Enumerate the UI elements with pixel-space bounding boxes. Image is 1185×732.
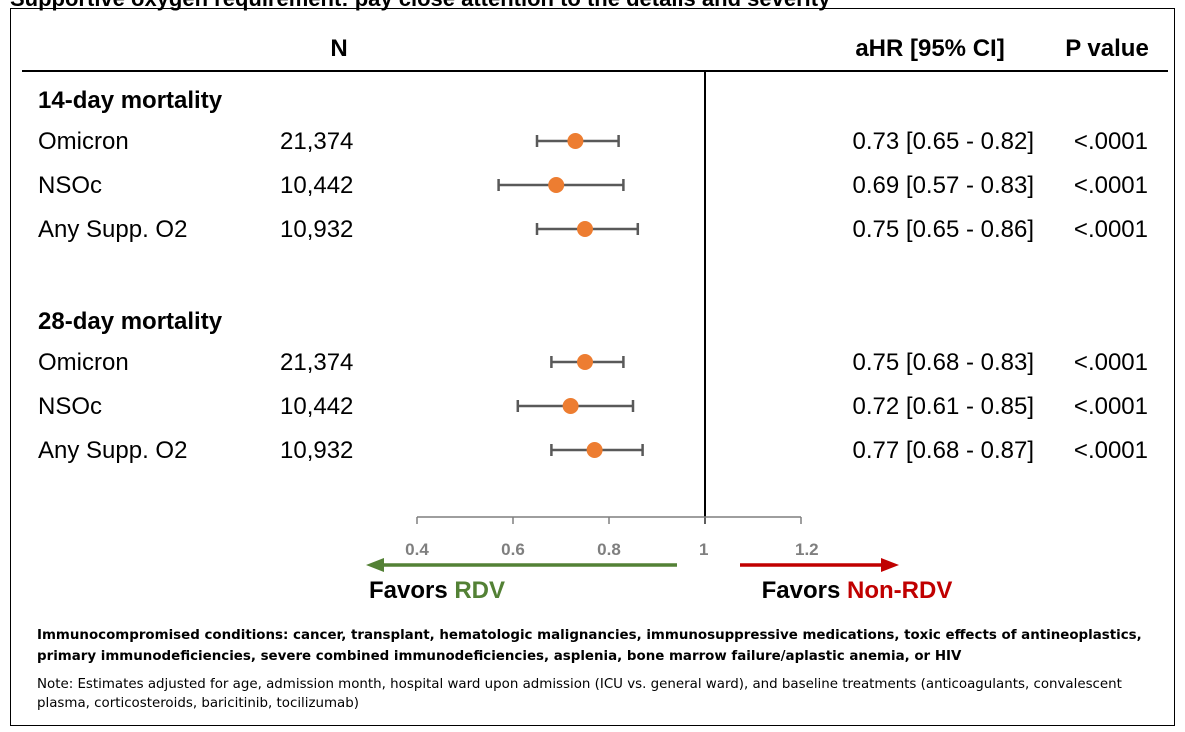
figure-title: Supportive oxygen requirement: pay close…	[0, 0, 1185, 11]
column-header-p-value: P value	[1065, 35, 1149, 62]
row-p-value: <.0001	[1074, 437, 1148, 464]
x-tick-label: 0.4	[405, 540, 429, 559]
row-p-value: <.0001	[1074, 128, 1148, 155]
hr-point	[567, 133, 584, 149]
row-ahr-ci: 0.75 [0.65 - 0.86]	[853, 216, 1034, 243]
column-header-ahr: aHR [95% CI]	[855, 35, 1004, 62]
row-label: Omicron	[38, 128, 129, 155]
hr-point	[586, 442, 603, 458]
row-n: 10,442	[280, 172, 353, 199]
hr-point	[562, 398, 579, 414]
row-label: NSOc	[38, 393, 102, 420]
row-n: 21,374	[280, 128, 353, 155]
x-tick-label: 0.6	[501, 540, 525, 559]
row-n: 21,374	[280, 349, 353, 376]
x-tick-label: 0.8	[597, 540, 621, 559]
group-label: 14-day mortality	[38, 87, 223, 114]
favors-rdv-text: Favors RDV	[369, 577, 505, 604]
row-n: 10,932	[280, 216, 353, 243]
row-ahr-ci: 0.77 [0.68 - 0.87]	[853, 437, 1034, 464]
figure-frame	[10, 8, 1175, 726]
row-label: NSOc	[38, 172, 102, 199]
row-p-value: <.0001	[1074, 216, 1148, 243]
hr-point	[548, 177, 565, 193]
row-p-value: <.0001	[1074, 349, 1148, 376]
favors-non-rdv-label: Non-RDV	[847, 577, 952, 604]
row-ahr-ci: 0.69 [0.57 - 0.83]	[853, 172, 1034, 199]
row-label: Any Supp. O2	[38, 216, 187, 243]
row-label: Omicron	[38, 349, 129, 376]
footnote-note: Note: Estimates adjusted for age, admiss…	[37, 677, 1122, 711]
favors-non-rdv-text: Favors Non-RDV	[762, 577, 953, 604]
row-p-value: <.0001	[1074, 393, 1148, 420]
row-label: Any Supp. O2	[38, 437, 187, 464]
favors-rdv-arrowhead	[366, 558, 384, 572]
hr-point	[577, 354, 593, 370]
hr-point	[577, 221, 593, 237]
column-header-n: N	[330, 35, 347, 62]
x-tick-label: 1.2	[795, 540, 819, 559]
footnote-conditions: Immunocompromised conditions: cancer, tr…	[37, 628, 1142, 664]
row-p-value: <.0001	[1074, 172, 1148, 199]
group-label: 28-day mortality	[38, 308, 223, 335]
row-ahr-ci: 0.75 [0.68 - 0.83]	[853, 349, 1034, 376]
favors-non-rdv-arrowhead	[881, 558, 899, 572]
x-tick-label: 1	[699, 540, 708, 559]
favors-rdv-label: RDV	[454, 577, 505, 604]
forest-plot: N aHR [95% CI] P value 14-day mortality O…	[22, 35, 1168, 604]
row-ahr-ci: 0.72 [0.61 - 0.85]	[853, 393, 1034, 420]
row-ahr-ci: 0.73 [0.65 - 0.82]	[853, 128, 1034, 155]
row-n: 10,442	[280, 393, 353, 420]
row-n: 10,932	[280, 437, 353, 464]
